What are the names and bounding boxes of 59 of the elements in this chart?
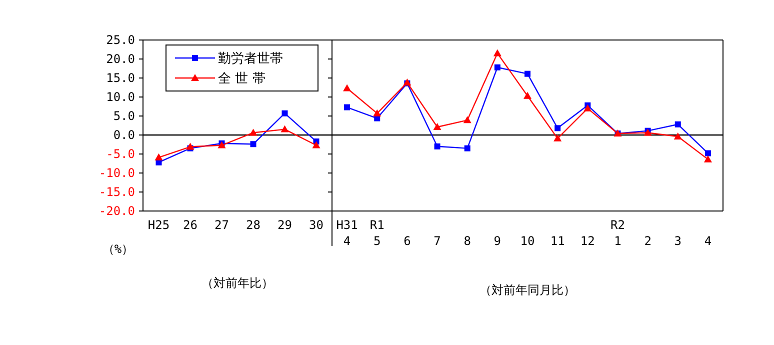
- x-tick-label: H31 4: [336, 218, 358, 248]
- y-tick-label: -15.0: [98, 185, 135, 200]
- point: [524, 70, 530, 77]
- y-tick-label: -5.0: [106, 147, 135, 162]
- point: [250, 141, 256, 148]
- point: [282, 110, 288, 116]
- point: [704, 155, 712, 162]
- point: [434, 143, 440, 150]
- point: [154, 153, 163, 160]
- x-tick-label: 29: [278, 218, 292, 232]
- x-tick-label: H25: [148, 218, 170, 232]
- point: [494, 64, 500, 70]
- legend-label: 全 世 帯: [218, 72, 266, 87]
- x-tick-label: R1 5: [370, 218, 384, 248]
- x-tick-label: 12: [580, 234, 595, 248]
- x-tick-label: 11: [550, 234, 565, 248]
- point: [249, 128, 258, 136]
- point: [344, 104, 350, 110]
- point: [464, 145, 470, 152]
- x-tick-label: 2: [644, 234, 652, 248]
- point: [186, 142, 194, 150]
- point: [493, 49, 502, 56]
- point: [554, 125, 561, 132]
- point: [463, 116, 472, 124]
- x-tick-label: 9: [494, 234, 502, 248]
- point: [704, 150, 711, 156]
- point: [554, 134, 562, 142]
- point: [343, 84, 352, 92]
- y-tick-label: -10.0: [98, 166, 135, 180]
- x-tick-label: 6: [404, 234, 411, 248]
- point: [312, 141, 320, 148]
- x-tick-label: 8: [464, 234, 471, 248]
- point: [524, 92, 532, 99]
- x-tick-label: 30: [309, 218, 324, 232]
- x-tick-label: 4: [704, 234, 712, 248]
- x-tick-label: R2 1: [610, 218, 625, 248]
- y-tick-label: -20.0: [98, 204, 135, 218]
- y-tick-label: 0.0: [113, 128, 135, 142]
- point: [584, 104, 592, 112]
- point: [373, 109, 382, 116]
- y-tick-label: 20.0: [106, 52, 135, 66]
- legend-label: 勤労者世帯: [218, 52, 283, 67]
- point: [674, 121, 681, 128]
- point: [280, 125, 289, 132]
- y-tick-label: 15.0: [106, 71, 135, 86]
- text: （対前年比）: [202, 276, 274, 290]
- x-tick-label: 10: [520, 234, 535, 248]
- y-tick-label: 25.0: [106, 33, 135, 48]
- x-tick-label: 3: [674, 234, 682, 248]
- x-tick-label: 28: [246, 218, 260, 232]
- y-axis-title: （%）: [102, 242, 134, 256]
- x-tick-label: 26: [183, 218, 198, 232]
- point: [674, 132, 682, 140]
- y-tick-label: 5.0: [113, 109, 135, 124]
- x-tick-label: 7: [434, 234, 441, 248]
- x-tick-label: 27: [214, 218, 229, 232]
- y-tick-label: 10.0: [106, 90, 135, 104]
- text: （対前年同月比）: [480, 283, 576, 297]
- point: [433, 123, 442, 130]
